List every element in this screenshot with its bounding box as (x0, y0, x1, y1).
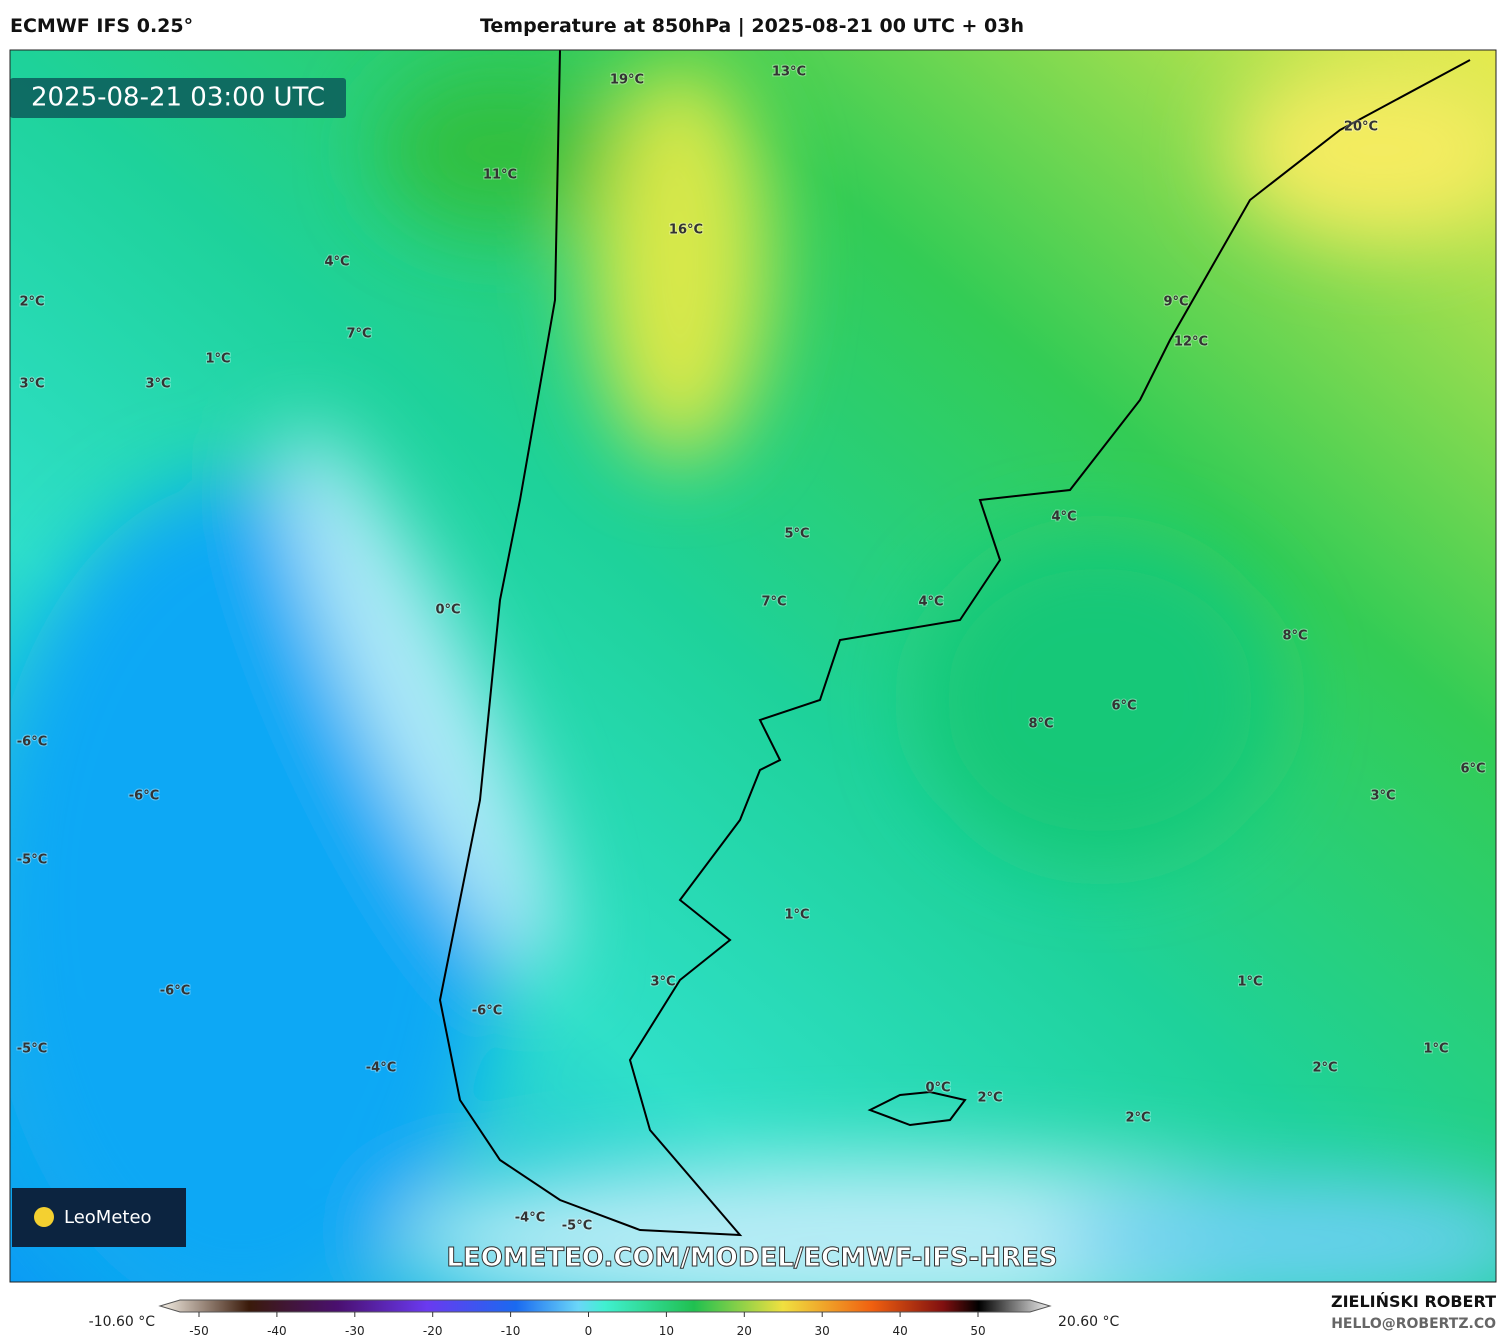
colorbar-min: -10.60 °C (89, 1314, 156, 1330)
temperature-label: 19°C (610, 73, 644, 88)
temperature-label: 7°C (346, 327, 371, 342)
temperature-label: -4°C (366, 1061, 396, 1076)
tick-label: -30 (345, 1324, 365, 1338)
temperature-label: 3°C (650, 975, 675, 990)
tick-label: 40 (892, 1324, 907, 1338)
logo: LeoMeteo (64, 1207, 152, 1228)
map-title: Temperature at 850hPa | 2025-08-21 00 UT… (480, 15, 1024, 37)
timestamp: 2025-08-21 03:00 UTC (31, 83, 325, 113)
temperature-label: 8°C (1282, 629, 1307, 644)
temperature-label: 4°C (324, 255, 349, 270)
temperature-label: -6°C (129, 789, 159, 804)
temperature-label: -5°C (17, 853, 47, 868)
temperature-label: 4°C (1051, 510, 1076, 525)
temperature-label: 0°C (925, 1081, 950, 1096)
temperature-label: 11°C (483, 168, 517, 183)
temperature-label: 1°C (784, 908, 809, 923)
temperature-label: 2°C (1125, 1111, 1150, 1126)
tick-label: -40 (267, 1324, 287, 1338)
tick-label: 20 (737, 1324, 752, 1338)
tick-label: 0 (585, 1324, 593, 1338)
temperature-label: 9°C (1163, 295, 1188, 310)
colorbar-max: 20.60 °C (1058, 1314, 1120, 1330)
tick-label: -20 (423, 1324, 443, 1338)
temperature-label: 20°C (1344, 120, 1378, 135)
temperature-label: -5°C (562, 1219, 592, 1234)
temperature-label: -5°C (17, 1042, 47, 1057)
colorbar (158, 1299, 1052, 1313)
temperature-label: 1°C (205, 352, 230, 367)
tick-label: 50 (970, 1324, 985, 1338)
map-frame (9, 49, 1497, 1283)
temperature-label: 4°C (918, 595, 943, 610)
model-name: ECMWF IFS 0.25° (10, 15, 193, 37)
temperature-label: 3°C (1370, 789, 1395, 804)
temperature-label: 3°C (19, 377, 44, 392)
temperature-label: 1°C (1423, 1042, 1448, 1057)
temperature-label: 7°C (761, 595, 786, 610)
temperature-label: 2°C (1312, 1061, 1337, 1076)
temperature-label: -4°C (515, 1211, 545, 1226)
temperature-label: 13°C (772, 65, 806, 80)
temperature-label: 16°C (669, 223, 703, 238)
temperature-label: 6°C (1111, 699, 1136, 714)
tick-label: -50 (189, 1324, 209, 1338)
temperature-label: 6°C (1460, 762, 1485, 777)
author: ZIELIŃSKI ROBERT (1331, 1292, 1496, 1311)
temperature-label: -6°C (17, 735, 47, 750)
temperature-label: 3°C (145, 377, 170, 392)
temperature-label: 5°C (784, 527, 809, 542)
email: HELLO@ROBERTZ.CO (1331, 1316, 1496, 1332)
temperature-label: 2°C (19, 295, 44, 310)
temperature-label: 8°C (1028, 717, 1053, 732)
temperature-label: 0°C (435, 603, 460, 618)
watermark: LEOMETEO.COM/MODEL/ECMWF-IFS-HRES (446, 1243, 1057, 1273)
temperature-label: 2°C (977, 1091, 1002, 1106)
temperature-label: -6°C (160, 984, 190, 999)
tick-label: 30 (815, 1324, 830, 1338)
temperature-label: 12°C (1174, 335, 1208, 350)
temperature-label: -6°C (472, 1004, 502, 1019)
temperature-label: 1°C (1237, 975, 1262, 990)
tick-label: -10 (501, 1324, 521, 1338)
map: 19°C 13°C 20°C 11°C 16°C 4°C 2°C 9°C 7°C 12°C 1°C 3… (10, 50, 1496, 1282)
tick-label: 10 (659, 1324, 674, 1338)
